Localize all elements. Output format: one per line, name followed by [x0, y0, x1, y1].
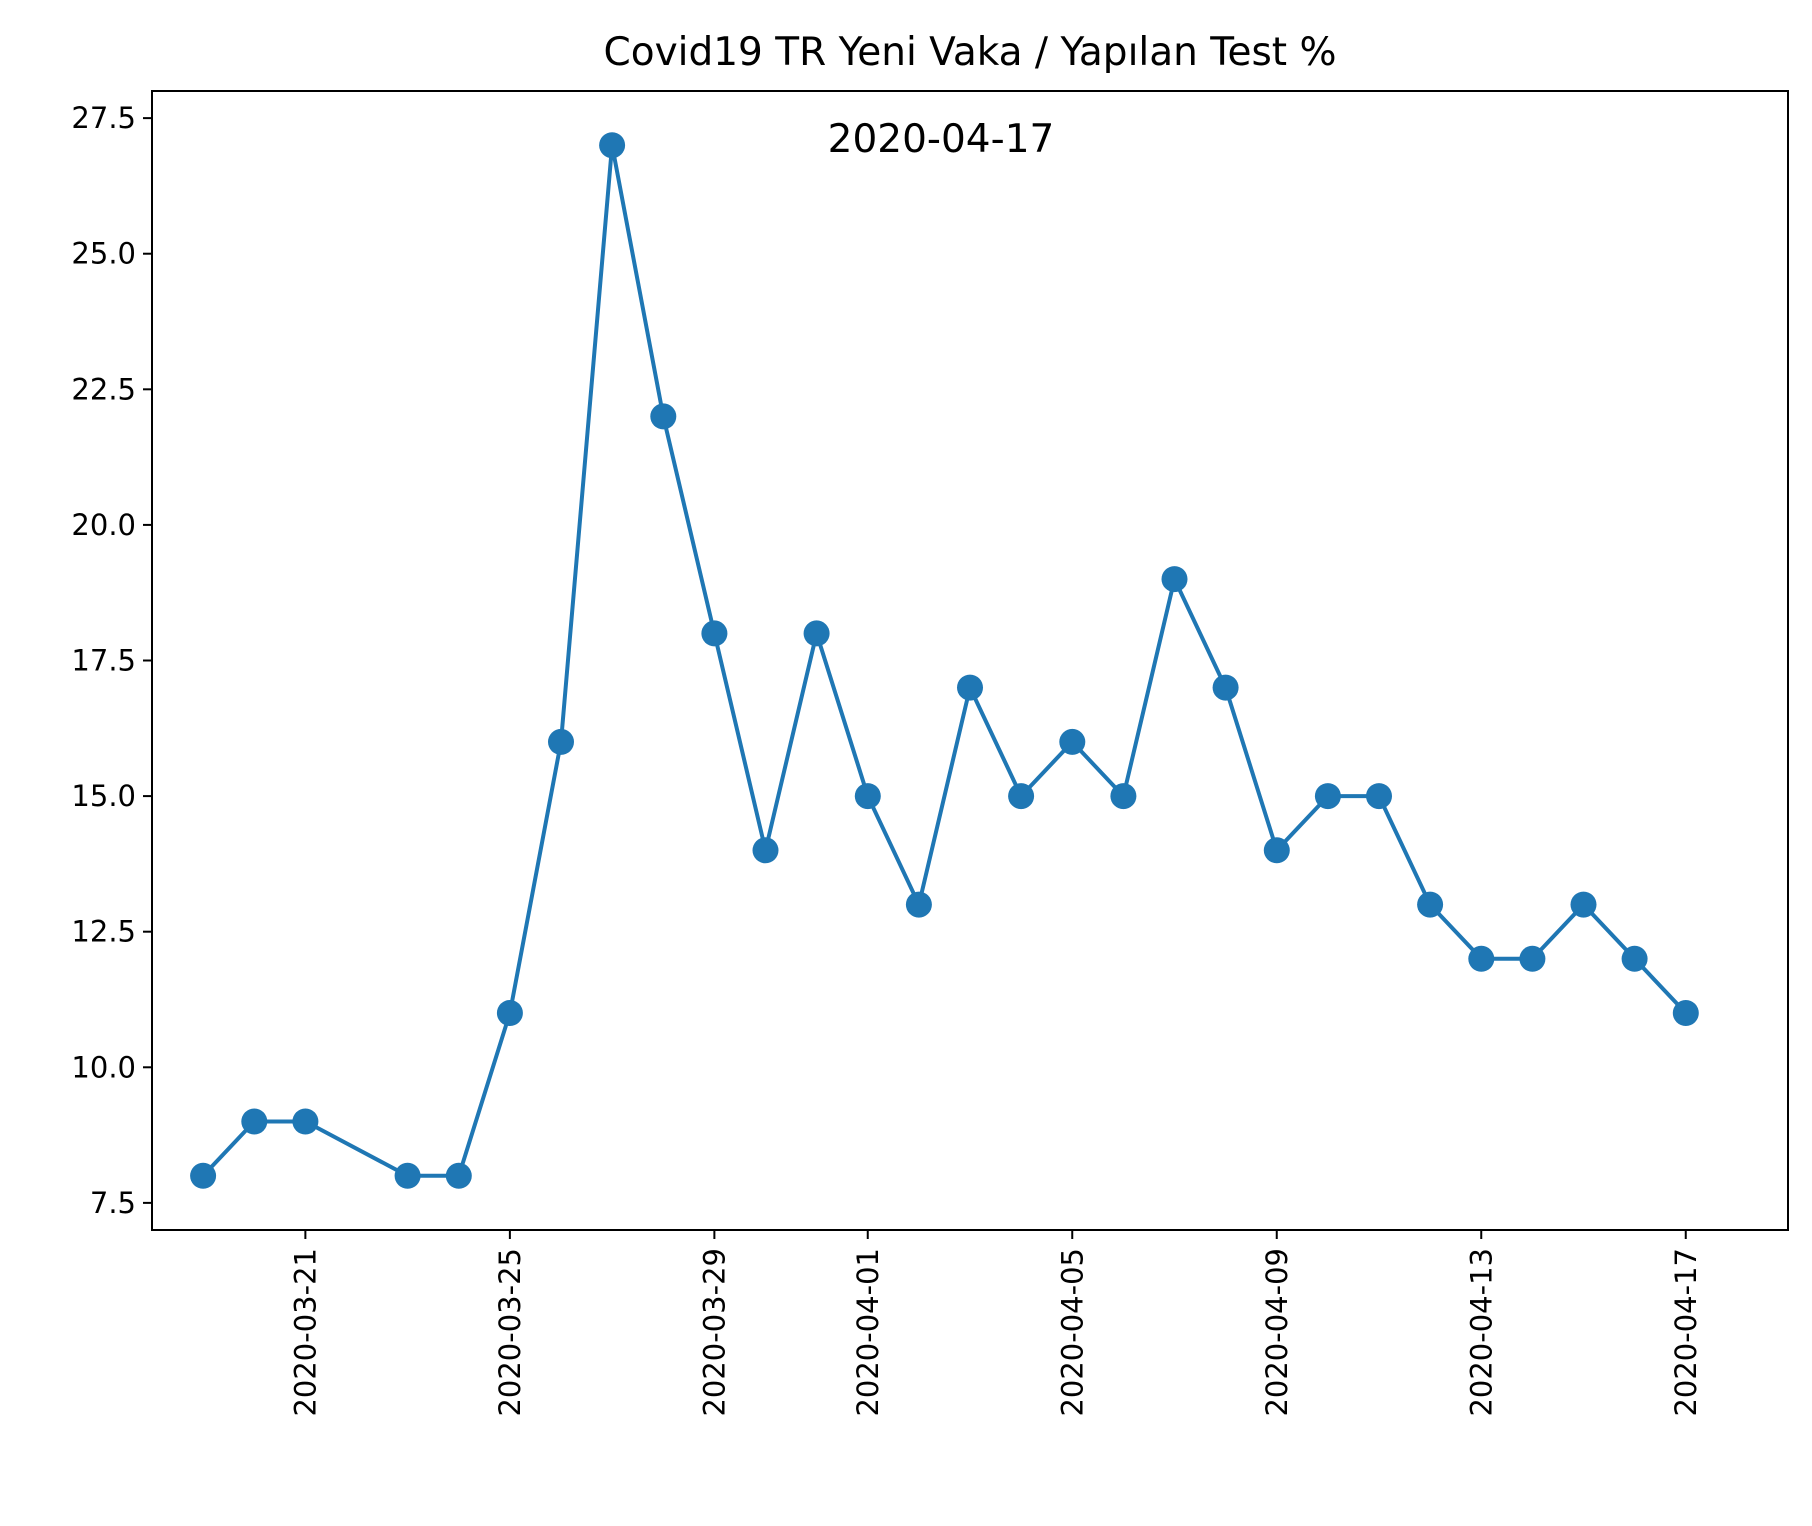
y-tick-label: 12.5 — [71, 915, 136, 949]
data-point — [701, 620, 728, 647]
x-tick-label: 2020-03-21 — [288, 1248, 322, 1417]
data-point — [1519, 945, 1546, 972]
x-tick-label: 2020-03-29 — [697, 1248, 731, 1417]
y-tick-label: 20.0 — [71, 508, 136, 542]
x-tick-label: 2020-04-17 — [1669, 1248, 1703, 1417]
data-point — [292, 1108, 319, 1135]
data-point — [599, 132, 626, 159]
y-axis: 7.5 10.0 12.5 15.0 17.5 20.0 22.5 25.0 27.5 — [71, 101, 152, 1220]
y-tick-label: 15.0 — [71, 779, 136, 813]
data-point — [1161, 566, 1188, 593]
y-tick-label: 25.0 — [71, 237, 136, 271]
data-point — [1621, 945, 1648, 972]
data-point — [445, 1162, 472, 1189]
data-point — [803, 620, 830, 647]
data-point — [957, 674, 983, 701]
chart-title: Covid19 TR Yeni Vaka / Yapılan Test % — [603, 30, 1336, 75]
data-point — [1263, 837, 1290, 864]
y-tick-label: 7.5 — [90, 1186, 136, 1220]
data-point — [1212, 674, 1239, 701]
data-point — [1314, 783, 1341, 810]
data-point — [190, 1162, 217, 1189]
data-point — [650, 403, 677, 430]
x-tick-label: 2020-04-05 — [1055, 1248, 1089, 1417]
x-tick-label: 2020-04-09 — [1260, 1248, 1294, 1417]
data-point — [1110, 783, 1137, 810]
data-point — [1366, 783, 1392, 810]
data-point — [241, 1108, 268, 1135]
data-point — [1570, 891, 1597, 918]
x-axis: 2020-03-21 2020-03-25 2020-03-29 2020-04-01… — [288, 1230, 1703, 1417]
data-point — [1417, 891, 1444, 918]
x-tick-label: 2020-04-01 — [851, 1248, 885, 1417]
data-point — [1008, 783, 1035, 810]
data-markers — [190, 132, 1699, 1189]
y-tick-label: 22.5 — [71, 372, 136, 406]
data-point — [496, 1000, 523, 1026]
y-tick-label: 10.0 — [71, 1050, 136, 1084]
data-point — [394, 1162, 421, 1189]
y-tick-label: 27.5 — [71, 101, 136, 135]
data-point — [752, 837, 779, 864]
data-point — [1468, 945, 1495, 972]
x-tick-label: 2020-04-13 — [1464, 1248, 1498, 1417]
chart-annotation: 2020-04-17 — [828, 117, 1055, 162]
data-point — [1672, 1000, 1699, 1026]
data-point — [854, 783, 881, 810]
data-point — [548, 728, 574, 755]
x-tick-label: 2020-03-25 — [493, 1248, 527, 1417]
y-tick-label: 17.5 — [71, 644, 136, 678]
data-point — [905, 891, 932, 918]
data-point — [1059, 728, 1086, 755]
